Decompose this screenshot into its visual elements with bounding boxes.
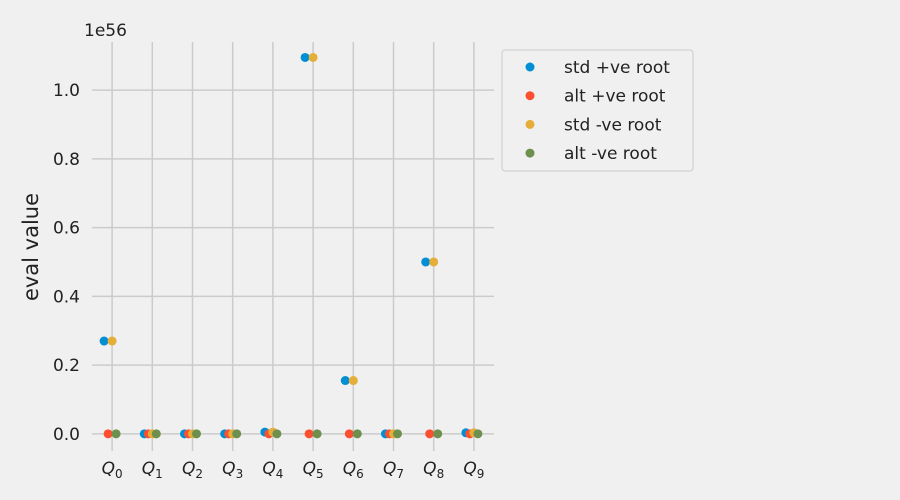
data-point <box>340 376 350 386</box>
legend-label: std -ve root <box>564 115 662 135</box>
data-point <box>192 429 201 439</box>
x-tick-label: Q8 <box>423 459 444 481</box>
data-point <box>421 257 431 267</box>
y-tick-label: 0.8 <box>53 150 80 170</box>
data-point <box>352 429 362 439</box>
x-tick-label: Q4 <box>262 459 283 481</box>
y-axis-label: eval value <box>19 193 43 301</box>
legend-marker <box>525 148 535 158</box>
legend-marker <box>525 62 535 72</box>
data-point <box>425 429 435 439</box>
x-tick-label: Q2 <box>182 459 203 481</box>
data-point <box>107 336 117 346</box>
legend-label: alt +ve root <box>564 87 666 107</box>
data-point <box>272 429 282 439</box>
data-point <box>312 429 322 439</box>
x-tick-label: Q6 <box>343 459 364 481</box>
data-point <box>304 429 314 439</box>
y-tick-label: 0.6 <box>53 219 80 239</box>
data-point <box>308 52 318 62</box>
data-point <box>99 336 109 346</box>
legend-marker <box>525 91 535 101</box>
x-tick-label: Q3 <box>222 459 243 481</box>
legend-label: alt -ve root <box>564 144 657 164</box>
plot-area: 0.0 0.2 0.4 0.6 0.8 1.0 Q0 Q1 Q2 Q3 Q4 Q5 Q6 Q7 Q8 Q9 <box>53 42 494 481</box>
data-point <box>103 429 113 439</box>
y-axis-offset-label: 1e56 <box>84 21 127 41</box>
data-point <box>151 429 161 439</box>
data-point <box>232 429 242 439</box>
y-tick-label: 0.2 <box>53 356 80 376</box>
x-tick-label: Q0 <box>102 459 123 481</box>
data-point <box>473 429 483 439</box>
data-point <box>348 376 358 386</box>
x-tick-label: Q7 <box>383 459 404 481</box>
legend-frame <box>501 49 694 172</box>
data-point <box>111 429 121 439</box>
data-point <box>300 52 310 62</box>
y-tick-label: 0.0 <box>53 425 80 445</box>
data-point <box>429 257 439 267</box>
x-tick-label: Q9 <box>463 459 484 481</box>
x-tick-label: Q5 <box>303 459 324 481</box>
legend: std +ve root alt +ve root std -ve root alt … <box>501 49 694 172</box>
data-point <box>393 429 402 439</box>
x-tick-label: Q1 <box>142 459 163 481</box>
y-tick-label: 0.4 <box>53 287 80 307</box>
data-point <box>433 429 443 439</box>
legend-label: std +ve root <box>564 58 670 78</box>
y-tick-label: 1.0 <box>53 81 80 101</box>
legend-marker <box>525 119 535 129</box>
data-point <box>344 429 354 439</box>
